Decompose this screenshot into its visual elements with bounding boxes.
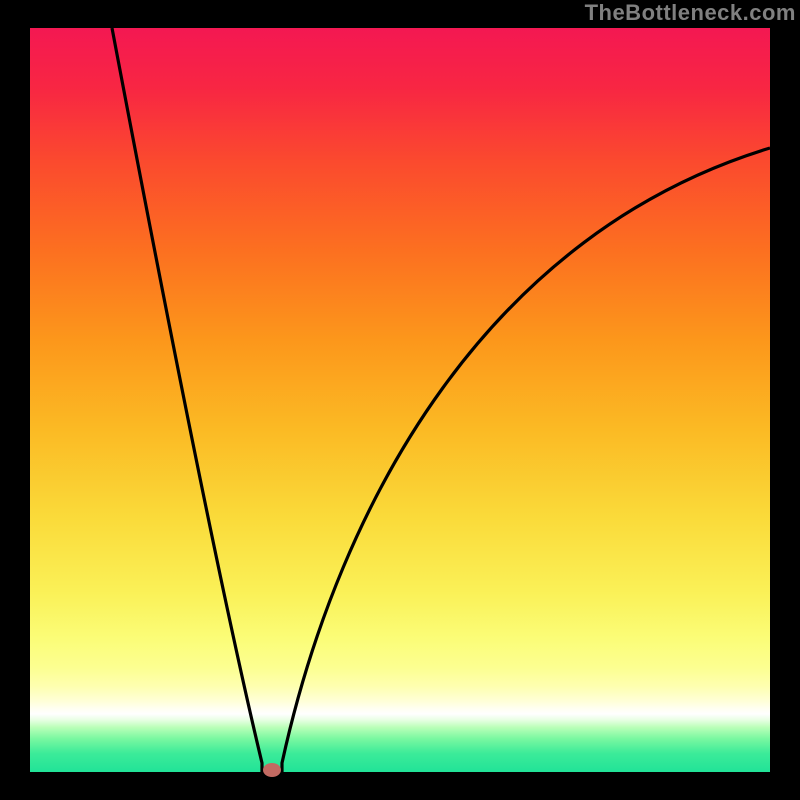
- chart-container: TheBottleneck.com: [0, 0, 800, 800]
- watermark-text: TheBottleneck.com: [585, 0, 796, 26]
- gradient-background: [30, 28, 770, 772]
- minimum-marker: [263, 763, 281, 777]
- plot-area: [30, 28, 770, 772]
